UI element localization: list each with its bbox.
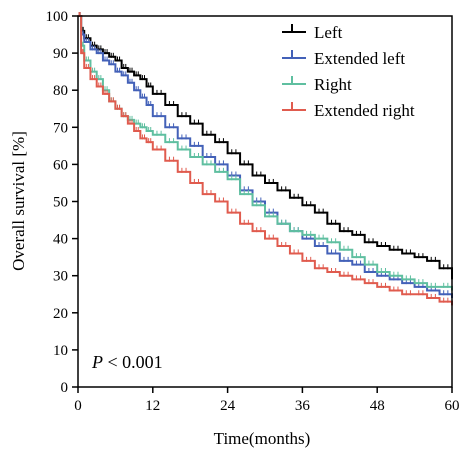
plot-lines — [78, 12, 453, 306]
x-tick-label: 60 — [445, 398, 460, 414]
legend-label-2: Right — [314, 75, 352, 94]
x-axis-title: Time(months) — [214, 429, 311, 448]
y-tick-label: 70 — [53, 120, 68, 136]
p-value-annotation: P < 0.001 — [91, 352, 163, 372]
y-tick-label: 100 — [46, 9, 69, 25]
legend-label-0: Left — [314, 23, 343, 42]
x-tick-label: 0 — [74, 398, 82, 414]
y-tick-label: 60 — [53, 157, 68, 173]
y-tick-label: 50 — [53, 195, 68, 211]
legend: Left Extended left Right Extended right — [282, 23, 415, 120]
x-tick-label: 12 — [145, 398, 160, 414]
p-symbol: P — [91, 352, 103, 372]
x-tick-label: 48 — [370, 398, 385, 414]
y-axis-title: Overall survival [%] — [9, 131, 28, 271]
x-axis: 0 12 24 36 48 60 — [74, 387, 460, 414]
x-tick-label: 36 — [295, 398, 311, 414]
y-tick-label: 90 — [53, 46, 68, 62]
p-value-text: < 0.001 — [103, 352, 163, 372]
y-tick-label: 20 — [53, 306, 68, 322]
legend-label-1: Extended left — [314, 49, 405, 68]
x-tick-label: 24 — [220, 398, 236, 414]
y-tick-label: 40 — [53, 232, 68, 248]
y-axis: 0 10 20 30 40 50 60 70 80 90 100 — [46, 9, 78, 396]
legend-label-3: Extended right — [314, 101, 415, 120]
series-line-3 — [78, 15, 453, 306]
y-tick-label: 0 — [61, 380, 69, 396]
y-tick-label: 10 — [53, 343, 68, 359]
y-tick-label: 30 — [53, 269, 68, 285]
y-tick-label: 80 — [53, 83, 68, 99]
